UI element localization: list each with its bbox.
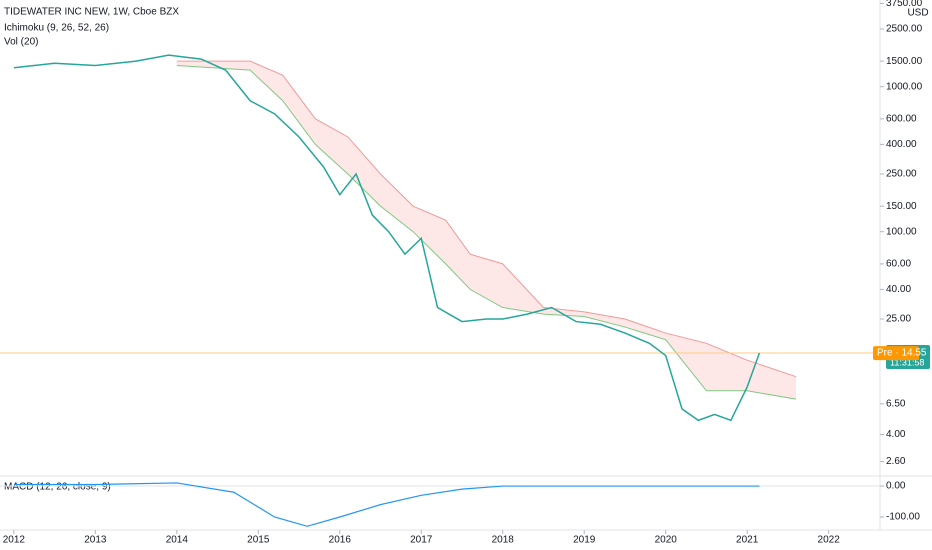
x-tick-label: 2015 xyxy=(247,535,270,546)
y-tick-label: 3750.00 xyxy=(886,0,923,9)
currency: USD xyxy=(907,8,928,19)
y-tick-label: 250.00 xyxy=(886,169,917,180)
x-tick-label: 2012 xyxy=(3,535,26,546)
x-tick-label: 2020 xyxy=(655,535,678,546)
cloud-area xyxy=(176,61,797,400)
x-tick-label: 2016 xyxy=(329,535,352,546)
pre-badge-label: Pre · 14.55 xyxy=(877,348,927,359)
price-badge-time: 11:31:58 xyxy=(890,357,924,367)
y-tick-label: 2500.00 xyxy=(886,24,923,35)
cloud-upper xyxy=(176,60,797,378)
macd-line xyxy=(13,482,760,527)
x-tick-label: 2014 xyxy=(166,535,189,546)
indicator-label: Vol (20) xyxy=(4,37,38,48)
x-tick-label: 2019 xyxy=(573,535,596,546)
y-tick-label: 60.00 xyxy=(886,259,911,270)
y-tick-label: 0.00 xyxy=(886,481,906,492)
y-tick-label: 100.00 xyxy=(886,226,917,237)
y-tick-label: 150.00 xyxy=(886,201,917,212)
x-tick-label: 2017 xyxy=(410,535,433,546)
y-tick-label: 1500.00 xyxy=(886,56,923,67)
y-tick-label: 4.00 xyxy=(886,429,906,440)
indicator-label: Ichimoku (9, 26, 52, 26) xyxy=(4,23,109,34)
price-line xyxy=(13,54,761,422)
x-tick-label: 2018 xyxy=(492,535,515,546)
y-tick-label: 2.60 xyxy=(886,456,906,467)
chart-title: TIDEWATER INC NEW, 1W, Cboe BZX xyxy=(4,7,179,18)
x-tick-label: 2013 xyxy=(84,535,107,546)
y-tick-label: 600.00 xyxy=(886,113,917,124)
indicator-label: MACD (12, 26, close, 9) xyxy=(4,482,111,493)
y-tick-label: 25.00 xyxy=(886,314,911,325)
x-tick-label: 2021 xyxy=(736,535,759,546)
y-tick-label: -100.00 xyxy=(886,512,920,523)
y-tick-label: 40.00 xyxy=(886,284,911,295)
y-tick-label: 1000.00 xyxy=(886,81,923,92)
x-tick-label: 2022 xyxy=(818,535,841,546)
y-tick-label: 400.00 xyxy=(886,139,917,150)
pre-badge xyxy=(873,346,919,361)
cloud-lower xyxy=(176,64,797,400)
y-tick-label: 6.50 xyxy=(886,398,906,409)
